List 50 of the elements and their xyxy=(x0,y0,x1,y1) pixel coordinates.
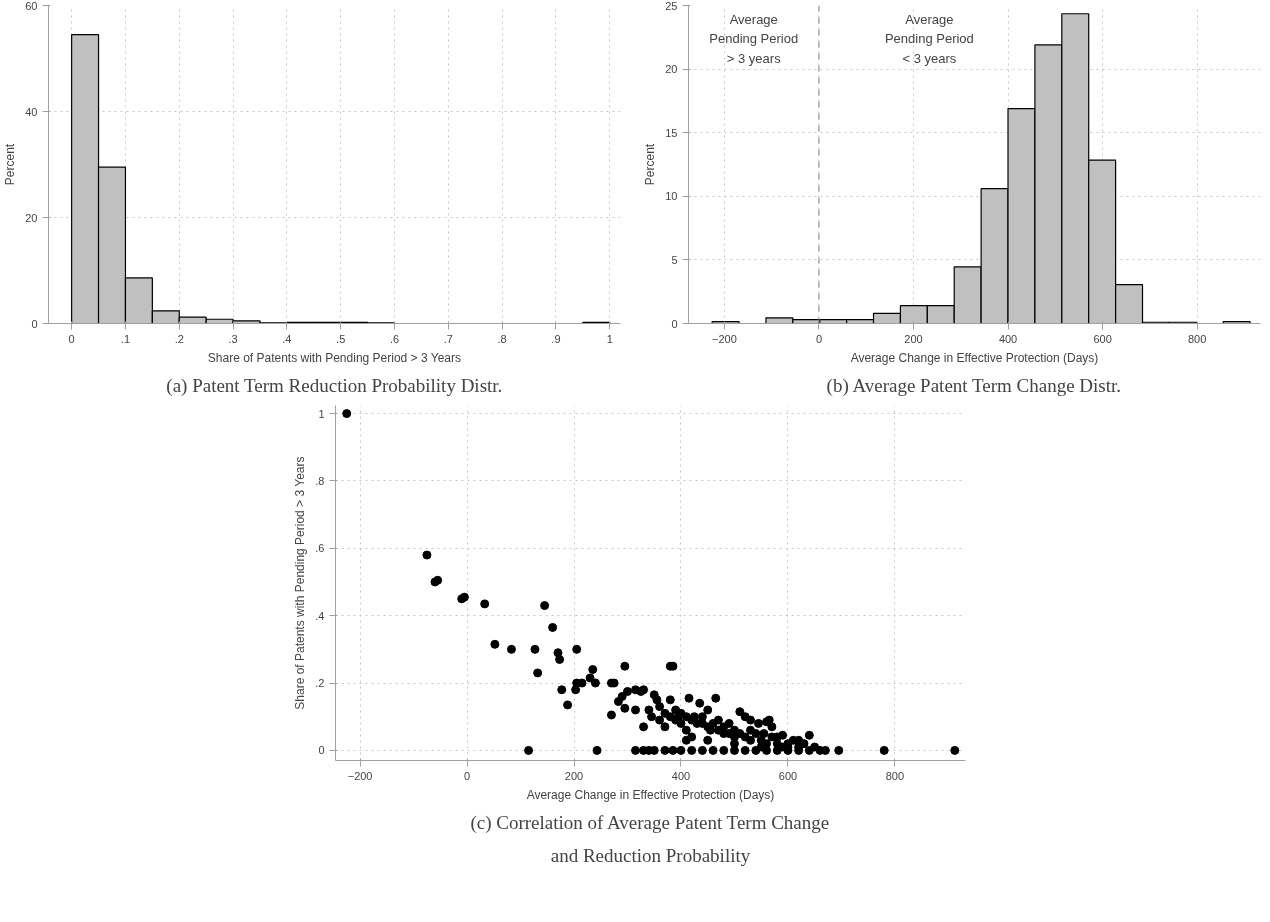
y-axis-title: Percent xyxy=(3,143,18,186)
y-tick-label: 0 xyxy=(31,317,38,330)
text: (b) Average Patent Term Change Distr. xyxy=(826,374,1122,397)
y-tick-label: .8 xyxy=(315,474,325,487)
x-tick-label: .1 xyxy=(120,332,131,345)
x-axis-title: Share of Patents with Pending Period > 3 Years xyxy=(207,350,461,365)
x-tick-label: 600 xyxy=(778,769,798,782)
x-tick-label: .6 xyxy=(389,332,400,345)
y-tick-label: .4 xyxy=(315,609,325,622)
x-tick-label: 200 xyxy=(904,332,923,345)
y-tick-label: 10 xyxy=(665,190,678,203)
y-tick-label: 5 xyxy=(671,253,678,266)
x-tick-label: −200 xyxy=(347,769,373,782)
y-axis-title: Percent xyxy=(643,143,658,186)
y-tick-label: 40 xyxy=(25,105,38,118)
x-tick-label: 200 xyxy=(564,769,584,782)
x-tick-label: 0 xyxy=(815,332,823,345)
x-tick-label: 600 xyxy=(1093,332,1112,345)
y-tick-label: 15 xyxy=(665,126,678,139)
x-tick-label: 1 xyxy=(606,332,613,345)
y-tick-label: 0 xyxy=(318,744,325,757)
y-tick-label: 20 xyxy=(25,211,38,224)
x-tick-label: .2 xyxy=(174,332,184,345)
x-tick-label: .8 xyxy=(497,332,507,345)
y-axis-title: Share of Patents with Pending Period > 3 Years xyxy=(293,456,308,710)
y-tick-label: 60 xyxy=(25,0,38,12)
annotation: Average Pending Period < 3 years xyxy=(884,11,974,66)
x-tick-label: .4 xyxy=(282,332,292,345)
y-tick-label: 25 xyxy=(665,0,678,12)
x-axis-title: Average Change in Effective Protection (Days) xyxy=(850,350,1099,365)
x-tick-label: 800 xyxy=(885,769,905,782)
x-tick-label: 400 xyxy=(998,332,1018,345)
x-tick-label: 0 xyxy=(464,769,471,782)
y-tick-label: 0 xyxy=(671,317,678,330)
x-tick-label: 400 xyxy=(671,769,691,782)
x-tick-label: 0 xyxy=(68,332,75,345)
x-tick-label: .9 xyxy=(551,332,561,345)
x-tick-label: −200 xyxy=(712,332,737,345)
x-axis-title: Average Change in Effective Protection (Days) xyxy=(526,787,775,802)
text: (a) Patent Term Reduction Probability Distr. xyxy=(166,374,503,397)
y-tick-label: 20 xyxy=(665,63,678,76)
y-tick-label: 1 xyxy=(318,407,325,420)
annotation: Average Pending Period > 3 years xyxy=(709,11,799,66)
y-tick-label: .6 xyxy=(315,542,325,555)
text: (c) Correlation of Average Patent Term Change and Reduction Probability xyxy=(470,811,830,866)
x-tick-label: .3 xyxy=(228,332,238,345)
x-tick-label: 800 xyxy=(1187,332,1207,345)
x-tick-label: .5 xyxy=(336,332,346,345)
y-tick-label: .2 xyxy=(315,677,325,690)
x-tick-label: .7 xyxy=(443,332,453,345)
